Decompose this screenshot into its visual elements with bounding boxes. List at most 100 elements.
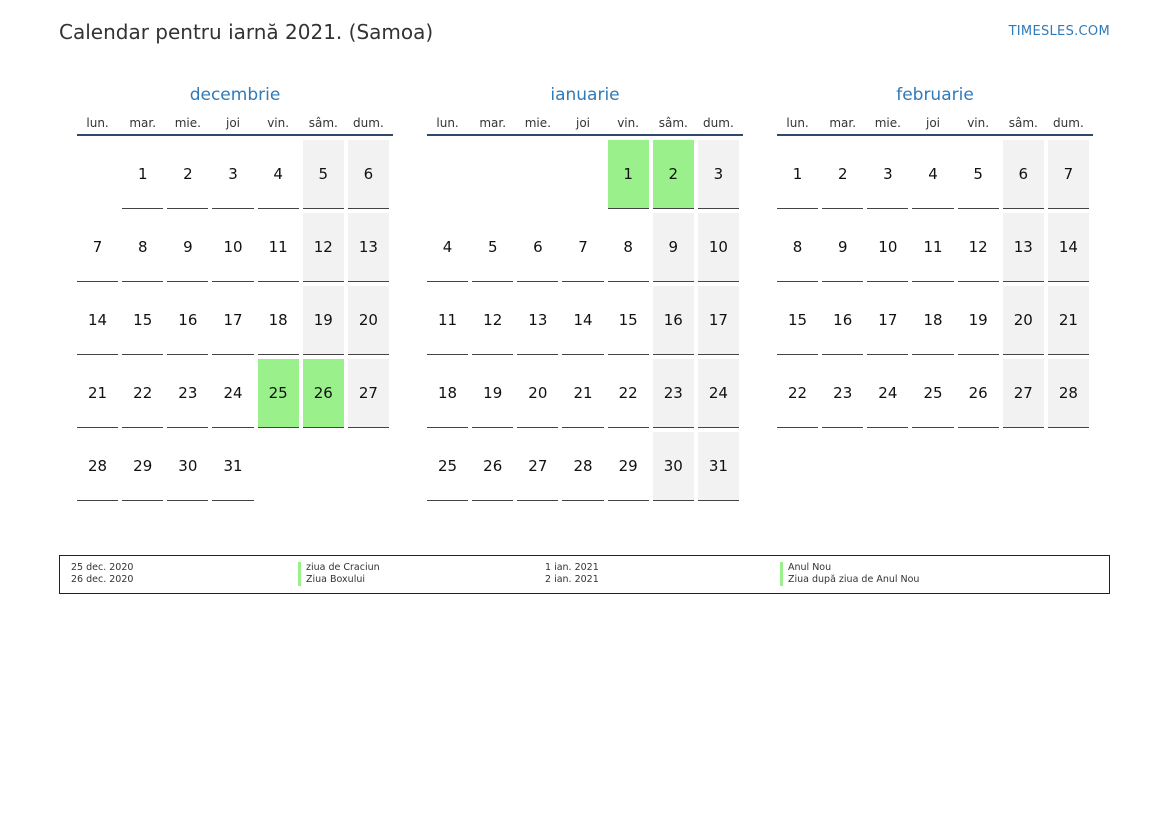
legend-names-col-1: ziua de Craciun Ziua Boxului xyxy=(298,562,380,586)
day-number: 7 xyxy=(562,213,604,282)
weekday-label: mie. xyxy=(524,116,551,130)
day-number: 29 xyxy=(607,432,649,501)
legend-holiday-name: Ziua după ziua de Anul Nou xyxy=(780,574,919,586)
day-number: 17 xyxy=(697,286,739,355)
day-number xyxy=(258,432,299,501)
week-row: 21 22 23 24 25 26 27 xyxy=(77,359,393,432)
month-grid: 1 2 3 4 5 6 7 8 9 10 11 12 13 14 15 16 17 18 19 20 21 22 23 24 2… xyxy=(77,140,393,505)
site-brand-link[interactable]: TIMESLES.COM xyxy=(1008,24,1110,39)
day-number: 3 xyxy=(212,140,254,209)
day-cell: 24 xyxy=(867,359,912,432)
day-cell: 25 xyxy=(427,432,472,505)
day-cell: 17 xyxy=(212,286,257,359)
day-cell: 26 xyxy=(472,432,517,505)
day-number: 21 xyxy=(562,359,604,428)
day-number: 9 xyxy=(167,213,209,282)
page-title: Calendar pentru iarnă 2021. (Samoa) xyxy=(59,20,434,44)
day-number: 18 xyxy=(257,286,299,355)
empty-day-cell xyxy=(77,140,122,213)
day-cell: 29 xyxy=(607,432,653,505)
day-cell: 22 xyxy=(122,359,167,432)
day-number: 22 xyxy=(607,359,649,428)
weekday-label: lun. xyxy=(86,116,109,130)
day-number: 5 xyxy=(302,140,344,209)
weekday-header: lun. mar. mie. joi vin. sâm. dum. xyxy=(427,116,743,136)
day-cell: 23 xyxy=(167,359,212,432)
day-number: 4 xyxy=(427,213,469,282)
day-number xyxy=(77,140,118,209)
day-cell: 24 xyxy=(212,359,257,432)
day-cell: 8 xyxy=(777,213,822,286)
day-cell: 11 xyxy=(427,286,472,359)
empty-day-cell xyxy=(427,140,472,213)
day-number: 11 xyxy=(257,213,299,282)
day-number: 10 xyxy=(867,213,909,282)
day-number: 25 xyxy=(427,432,469,501)
day-cell: 14 xyxy=(77,286,122,359)
day-cell: 16 xyxy=(167,286,212,359)
day-cell: 2 xyxy=(167,140,212,213)
weekday-label: sâm. xyxy=(658,116,688,130)
month-name: februarie xyxy=(896,85,974,105)
day-number: 14 xyxy=(562,286,604,355)
legend-holiday-name: Ziua Boxului xyxy=(298,574,380,586)
weekday-label: vin. xyxy=(967,116,990,130)
day-number: 1 xyxy=(607,140,649,209)
day-number: 27 xyxy=(517,432,559,501)
empty-day-cell xyxy=(303,432,348,505)
day-number: 10 xyxy=(697,213,739,282)
day-number: 14 xyxy=(1047,213,1089,282)
weekday-header: lun. mar. mie. joi vin. sâm. dum. xyxy=(77,116,393,136)
day-cell: 23 xyxy=(652,359,698,432)
day-number: 12 xyxy=(957,213,999,282)
month-name: ianuarie xyxy=(550,85,620,105)
week-row: 4 5 6 7 8 9 10 xyxy=(427,213,743,286)
week-row: 14 15 16 17 18 19 20 xyxy=(77,286,393,359)
day-number: 28 xyxy=(1047,359,1089,428)
day-cell: 20 xyxy=(1002,286,1048,359)
day-number: 16 xyxy=(822,286,864,355)
day-number: 14 xyxy=(77,286,119,355)
day-number: 15 xyxy=(122,286,164,355)
day-number xyxy=(348,432,389,501)
day-number: 4 xyxy=(912,140,954,209)
month-2: februarie lun. mar. mie. joi vin. sâm. dum. 1 2 3 4… xyxy=(777,84,1093,432)
day-cell: 22 xyxy=(607,359,653,432)
week-row: 7 8 9 10 11 12 13 xyxy=(77,213,393,286)
day-cell: 21 xyxy=(1047,286,1093,359)
day-cell: 19 xyxy=(472,359,517,432)
day-cell: 9 xyxy=(167,213,212,286)
day-number: 6 xyxy=(347,140,389,209)
weekday-label: lun. xyxy=(436,116,459,130)
day-number: 11 xyxy=(912,213,954,282)
day-number: 16 xyxy=(652,286,694,355)
weekday-label: dum. xyxy=(703,116,734,130)
day-number: 20 xyxy=(517,359,559,428)
weekday-label: mie. xyxy=(174,116,201,130)
day-cell: 13 xyxy=(517,286,562,359)
day-cell: 7 xyxy=(562,213,607,286)
day-number: 15 xyxy=(777,286,819,355)
day-cell: 8 xyxy=(122,213,167,286)
day-number: 22 xyxy=(777,359,819,428)
day-cell: 17 xyxy=(867,286,912,359)
day-cell: 1 xyxy=(777,140,822,213)
day-number: 7 xyxy=(1047,140,1089,209)
day-cell: 27 xyxy=(517,432,562,505)
day-number: 13 xyxy=(1002,213,1044,282)
day-number: 21 xyxy=(1047,286,1089,355)
day-cell: 30 xyxy=(167,432,212,505)
day-number: 26 xyxy=(302,359,344,428)
day-cell: 23 xyxy=(822,359,867,432)
day-cell: 28 xyxy=(562,432,607,505)
month-grid: 1 2 3 4 5 6 7 8 9 10 11 12 13 14 15 16 17 18 19 20 21 22 23 24 2… xyxy=(777,140,1093,432)
month-name: decembrie xyxy=(189,85,281,105)
day-cell: 12 xyxy=(302,213,348,286)
day-number: 3 xyxy=(697,140,739,209)
day-cell: 20 xyxy=(517,359,562,432)
day-number: 2 xyxy=(167,140,209,209)
day-cell: 28 xyxy=(1047,359,1093,432)
day-number: 2 xyxy=(652,140,694,209)
day-cell: 24 xyxy=(697,359,743,432)
